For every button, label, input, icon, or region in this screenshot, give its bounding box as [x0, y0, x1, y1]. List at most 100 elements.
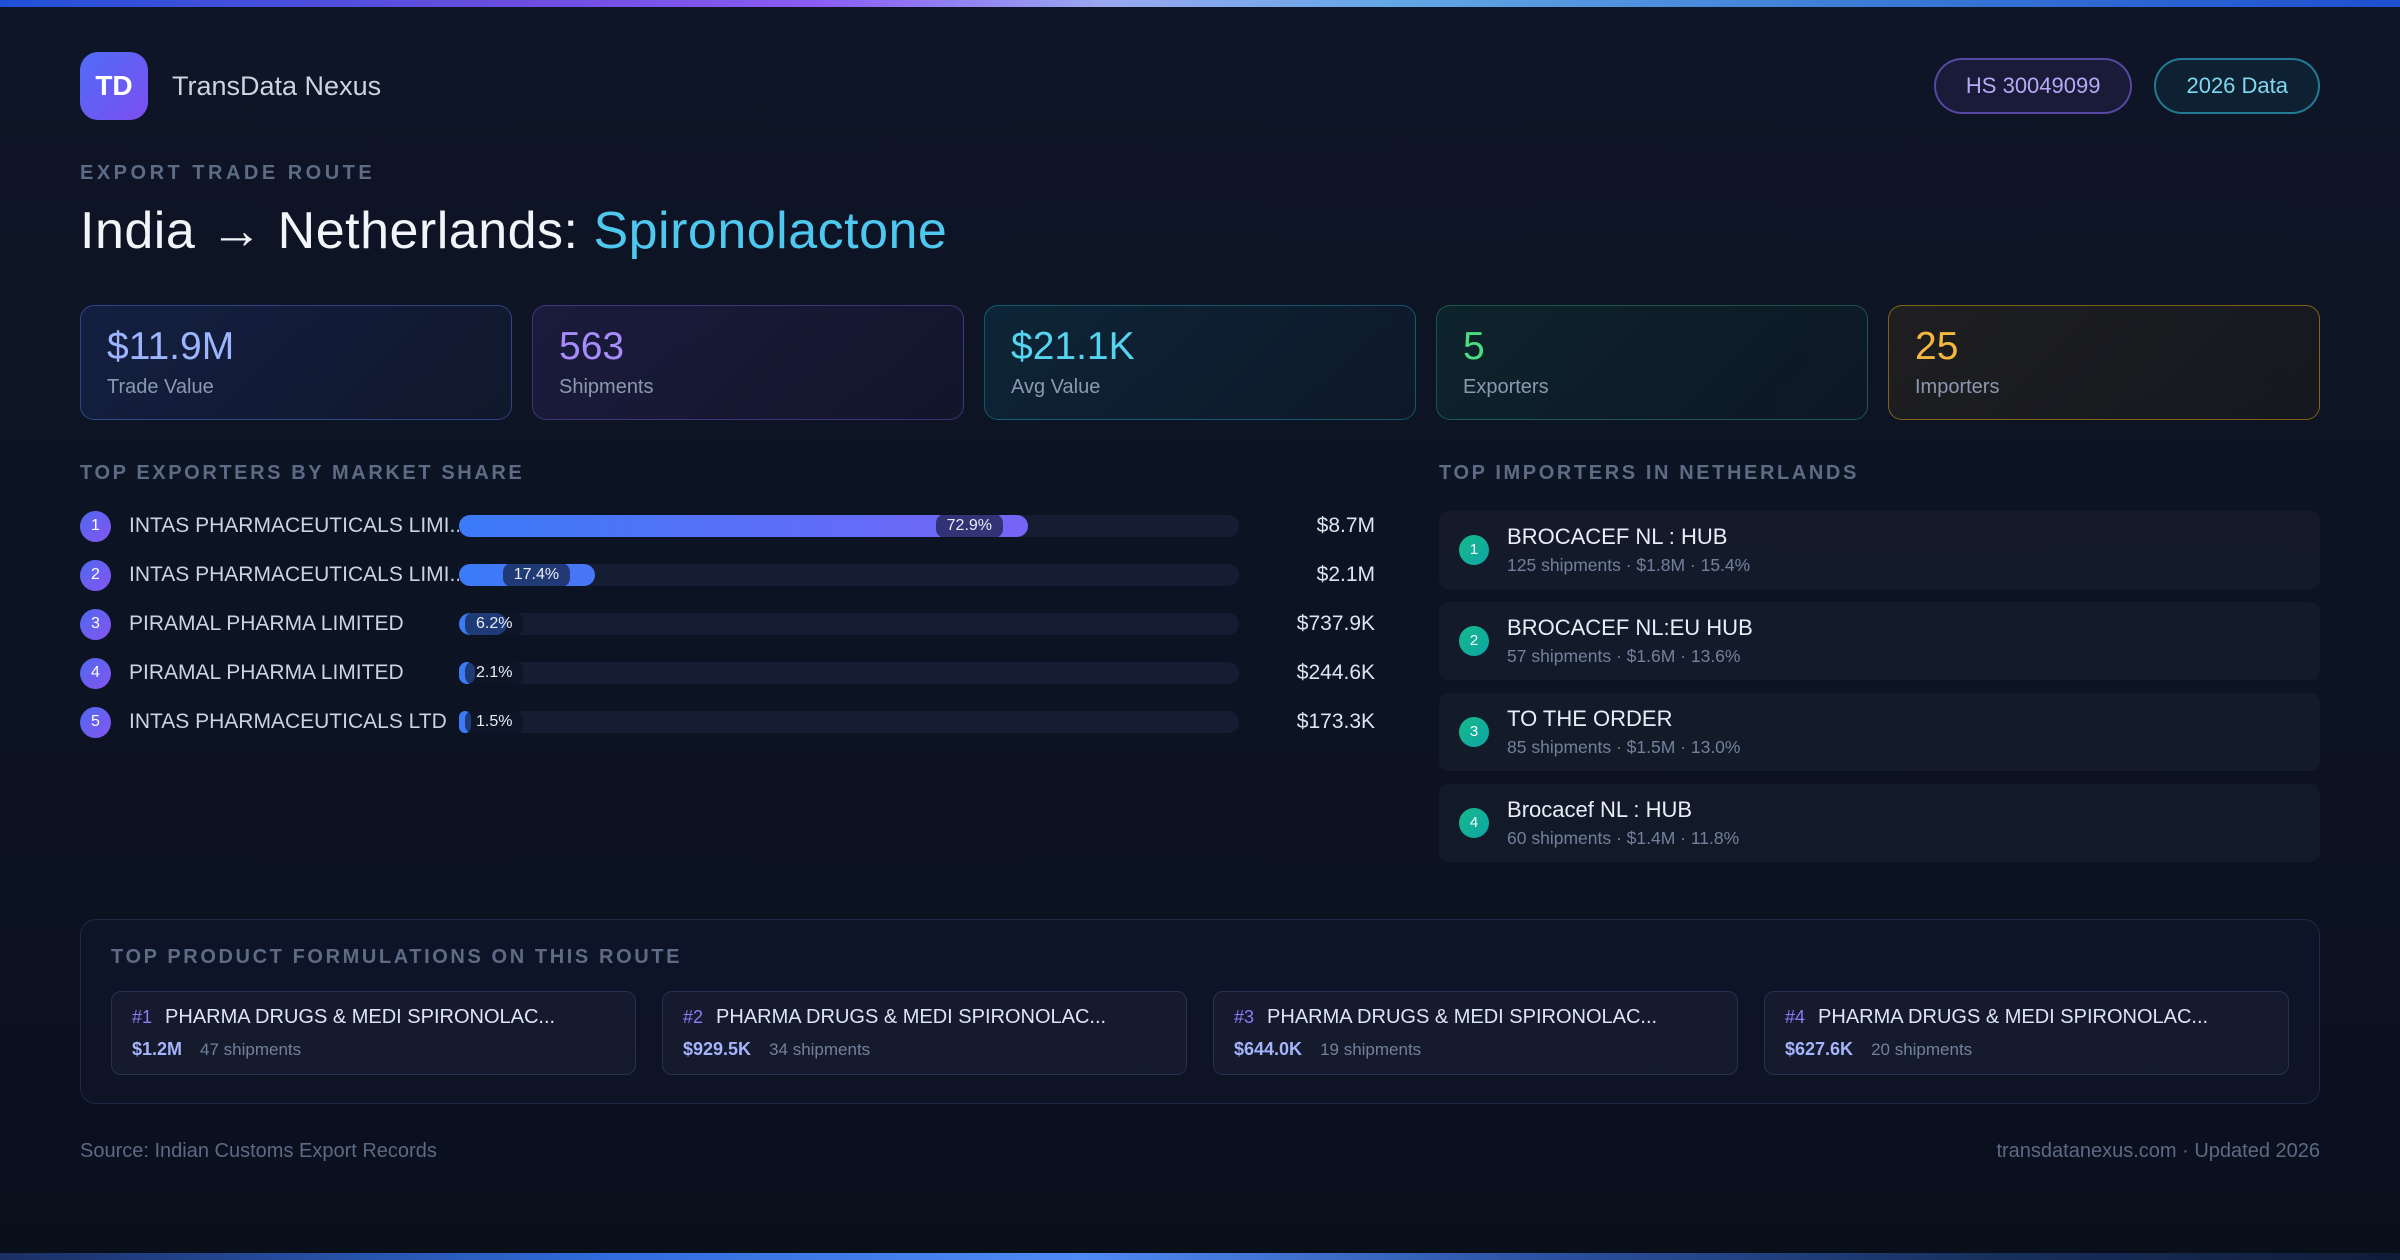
stat-label: Trade Value — [107, 375, 214, 398]
stat-label: Shipments — [559, 375, 654, 398]
importer-name: BROCACEF NL:EU HUB — [1507, 614, 1753, 640]
formulation-card[interactable]: #4 PHARMA DRUGS & MEDI SPIRONOLAC... $62… — [1764, 990, 2289, 1075]
importer-row[interactable]: 4 Brocacef NL : HUB 60 shipments · $1.4M… — [1439, 783, 2320, 862]
formulation-name: PHARMA DRUGS & MEDI SPIRONOLAC... — [165, 1005, 556, 1028]
rank-badge: 2 — [80, 559, 111, 591]
exporter-value: $173.3K — [1296, 710, 1376, 734]
importer-text: BROCACEF NL : HUB 125 shipments · $1.8M … — [1507, 524, 1750, 576]
title-product-highlight: Spironolactone — [593, 202, 948, 260]
formulation-rank: #2 — [683, 1006, 704, 1027]
exporter-row[interactable]: 2 INTAS PHARMACEUTICALS LIMI... 17.4% $2… — [80, 559, 1376, 591]
route-eyebrow: EXPORT TRADE ROUTE — [80, 162, 376, 184]
brand-name: TransData Nexus — [172, 70, 382, 101]
exporter-name: PIRAMAL PHARMA LIMITED — [129, 661, 404, 685]
formulation-rank: #1 — [132, 1006, 153, 1027]
formulation-name: PHARMA DRUGS & MEDI SPIRONOLAC... — [716, 1005, 1107, 1028]
exporter-row[interactable]: 4 PIRAMAL PHARMA LIMITED 2.1% $244.6K — [80, 657, 1376, 689]
exporter-row[interactable]: 5 INTAS PHARMACEUTICALS LTD 1.5% $173.3K — [80, 706, 1376, 738]
importer-text: Brocacef NL : HUB 60 shipments · $1.4M ·… — [1507, 797, 1739, 849]
rank-badge: 1 — [80, 510, 111, 542]
importer-row[interactable]: 1 BROCACEF NL : HUB 125 shipments · $1.8… — [1439, 510, 2320, 589]
rank-badge: 3 — [80, 608, 111, 640]
exporters-heading: TOP EXPORTERS BY MARKET SHARE — [80, 461, 525, 484]
rank-badge: 4 — [1459, 807, 1490, 838]
bar-percent-label: 6.2% — [465, 612, 524, 637]
exporter-row[interactable]: 3 PIRAMAL PHARMA LIMITED 6.2% $737.9K — [80, 608, 1376, 640]
exporters-section: TOP EXPORTERS BY MARKET SHARE 1 INTAS PH… — [80, 462, 1375, 756]
exporter-name: INTAS PHARMACEUTICALS LIMI... — [129, 563, 459, 587]
stat-value: 5 — [1463, 325, 1485, 368]
stat-label: Exporters — [1463, 375, 1549, 398]
bar-percent-label: 17.4% — [502, 563, 571, 588]
market-share-bar: 72.9% — [459, 514, 1240, 539]
formulation-card[interactable]: #2 PHARMA DRUGS & MEDI SPIRONOLAC... $92… — [662, 990, 1187, 1075]
market-share-bar: 2.1% — [459, 661, 1240, 686]
stat-cards: $11.9M Trade Value 563 Shipments $21.1K … — [80, 305, 2320, 420]
stat-label: Importers — [1915, 375, 2000, 398]
header-badges: HS 30049099 2026 Data — [1933, 58, 2320, 114]
formulation-shipments: 19 shipments — [1320, 1039, 1422, 1059]
importer-meta: 57 shipments · $1.6M · 13.6% — [1507, 645, 1741, 666]
formulation-card[interactable]: #1 PHARMA DRUGS & MEDI SPIRONOLAC... $1.… — [111, 990, 636, 1075]
exporter-name: PIRAMAL PHARMA LIMITED — [129, 612, 404, 636]
bar-fill — [459, 515, 1028, 538]
exporter-value: $244.6K — [1296, 661, 1376, 685]
formulation-shipments: 47 shipments — [200, 1039, 302, 1059]
exporter-row[interactable]: 1 INTAS PHARMACEUTICALS LIMI... 72.9% $8… — [80, 510, 1376, 542]
formulation-shipments: 20 shipments — [1871, 1039, 1973, 1059]
stat-card-trade-value: $11.9M Trade Value — [80, 305, 512, 420]
formulations-panel: TOP PRODUCT FORMULATIONS ON THIS ROUTE #… — [80, 918, 2320, 1104]
stat-label: Avg Value — [1011, 375, 1101, 398]
rank-badge: 3 — [1459, 716, 1490, 747]
stat-value: 25 — [1915, 325, 1959, 368]
importer-name: TO THE ORDER — [1507, 705, 1673, 731]
exporter-value: $8.7M — [1316, 514, 1376, 538]
stat-value: 563 — [559, 325, 625, 368]
formulations-heading: TOP PRODUCT FORMULATIONS ON THIS ROUTE — [111, 945, 683, 968]
bar-percent-label: 2.1% — [465, 661, 524, 686]
rank-badge: 1 — [1459, 534, 1490, 565]
formulation-shipments: 34 shipments — [769, 1039, 871, 1059]
bar-percent-label: 1.5% — [465, 710, 524, 735]
formulation-value: $644.0K — [1234, 1038, 1303, 1059]
importer-meta: 60 shipments · $1.4M · 11.8% — [1507, 827, 1740, 848]
formulation-value: $929.5K — [683, 1038, 752, 1059]
importer-text: BROCACEF NL:EU HUB 57 shipments · $1.6M … — [1507, 615, 1753, 667]
stat-card-exporters: 5 Exporters — [1436, 305, 1868, 420]
importer-row[interactable]: 2 BROCACEF NL:EU HUB 57 shipments · $1.6… — [1439, 601, 2320, 680]
bar-percent-label: 72.9% — [935, 514, 1004, 539]
importer-row[interactable]: 3 TO THE ORDER 85 shipments · $1.5M · 13… — [1439, 692, 2320, 771]
formulation-value: $1.2M — [132, 1038, 183, 1059]
page-title: India → Netherlands: Spironolactone — [80, 201, 2320, 261]
exporter-value: $2.1M — [1316, 563, 1376, 587]
importer-name: BROCACEF NL : HUB — [1507, 523, 1728, 549]
exporter-name: INTAS PHARMACEUTICALS LTD — [129, 710, 447, 734]
importers-heading: TOP IMPORTERS IN NETHERLANDS — [1439, 461, 1859, 484]
footer-site: transdatanexus.com · Updated 2026 — [1996, 1139, 2320, 1162]
rank-badge: 5 — [80, 706, 111, 738]
importer-meta: 85 shipments · $1.5M · 13.0% — [1507, 736, 1741, 757]
data-year-badge[interactable]: 2026 Data — [2154, 58, 2320, 114]
dashboard-page: TD TransData Nexus HS 30049099 2026 Data… — [80, 52, 2320, 1163]
exporter-name: INTAS PHARMACEUTICALS LIMI... — [129, 514, 459, 538]
footer: Source: Indian Customs Export Records tr… — [80, 1140, 2320, 1163]
app-logo: TD — [80, 52, 148, 120]
hs-code-badge[interactable]: HS 30049099 — [1933, 58, 2133, 114]
market-share-bar: 6.2% — [459, 612, 1240, 637]
importers-section: TOP IMPORTERS IN NETHERLANDS 1 BROCACEF … — [1439, 462, 2320, 875]
bottom-accent-bar — [0, 1253, 2400, 1260]
stat-value: $11.9M — [107, 325, 235, 368]
formulation-card[interactable]: #3 PHARMA DRUGS & MEDI SPIRONOLAC... $64… — [1213, 990, 1738, 1075]
stat-card-importers: 25 Importers — [1888, 305, 2320, 420]
stat-card-shipments: 563 Shipments — [532, 305, 964, 420]
exporter-value: $737.9K — [1296, 612, 1376, 636]
importer-text: TO THE ORDER 85 shipments · $1.5M · 13.0… — [1507, 706, 1740, 758]
formulation-cards: #1 PHARMA DRUGS & MEDI SPIRONOLAC... $1.… — [111, 990, 2289, 1075]
formulation-name: PHARMA DRUGS & MEDI SPIRONOLAC... — [1267, 1005, 1658, 1028]
rank-badge: 4 — [80, 657, 111, 689]
formulation-rank: #4 — [1785, 1006, 1806, 1027]
footer-source: Source: Indian Customs Export Records — [80, 1139, 437, 1162]
stat-card-avg-value: $21.1K Avg Value — [984, 305, 1416, 420]
bar-fill — [459, 711, 471, 734]
rank-badge: 2 — [1459, 625, 1490, 656]
